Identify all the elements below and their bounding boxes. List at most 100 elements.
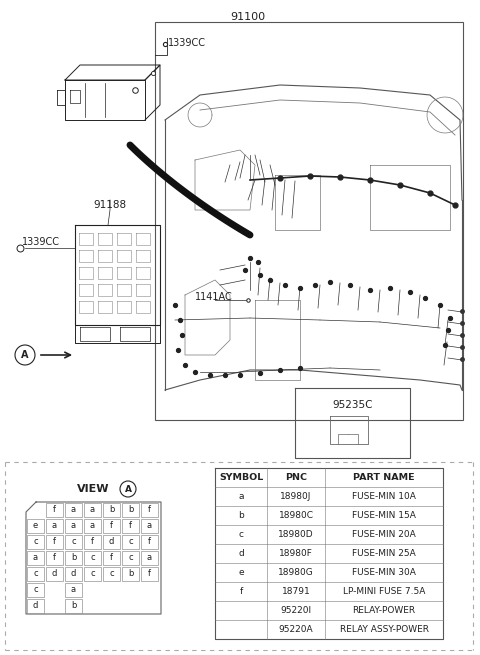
Text: c: c [239,530,243,539]
Bar [122,567,139,581]
Text: A: A [124,485,132,493]
Text: PART NAME: PART NAME [353,473,415,482]
Text: FUSE-MIN 10A: FUSE-MIN 10A [352,492,416,501]
Text: b: b [238,511,244,520]
Bar [122,535,139,549]
Bar [103,519,120,533]
Bar [46,535,63,549]
Text: d: d [52,569,57,578]
Bar [103,535,120,549]
Text: f: f [110,553,113,563]
Text: 91188: 91188 [94,200,127,210]
Bar [46,519,63,533]
Bar [46,503,63,517]
Text: FUSE-MIN 30A: FUSE-MIN 30A [352,568,416,577]
Text: a: a [71,586,76,595]
Bar [27,535,44,549]
Text: a: a [33,553,38,563]
Text: c: c [71,538,76,546]
Text: c: c [33,538,38,546]
Text: f: f [148,538,151,546]
Circle shape [15,345,35,365]
Text: FUSE-MIN 25A: FUSE-MIN 25A [352,549,416,558]
Bar [65,503,82,517]
Text: c: c [33,586,38,595]
Text: f: f [148,506,151,514]
Text: 18791: 18791 [282,587,311,596]
Bar [103,551,120,565]
Text: a: a [147,553,152,563]
Text: c: c [109,569,114,578]
Bar [122,503,139,517]
Text: a: a [238,492,244,501]
Text: d: d [238,549,244,558]
Text: a: a [90,506,95,514]
Text: c: c [128,553,133,563]
Text: VIEW: VIEW [77,484,109,494]
Bar [65,519,82,533]
Text: e: e [238,568,244,577]
Text: RELAY-POWER: RELAY-POWER [352,606,416,615]
Text: LP-MINI FUSE 7.5A: LP-MINI FUSE 7.5A [343,587,425,596]
Text: f: f [91,538,94,546]
Text: f: f [53,506,56,514]
Text: a: a [71,521,76,531]
Text: 18980G: 18980G [278,568,314,577]
Text: 91100: 91100 [230,12,265,22]
Circle shape [120,481,136,497]
Text: d: d [71,569,76,578]
Text: f: f [53,538,56,546]
Text: PNC: PNC [285,473,307,482]
Bar [65,535,82,549]
Bar [84,503,101,517]
Text: c: c [90,569,95,578]
Bar [84,551,101,565]
Bar [141,535,158,549]
Text: 18980F: 18980F [279,549,313,558]
Text: c: c [90,553,95,563]
Bar [155,22,463,420]
Bar [84,535,101,549]
Bar [141,503,158,517]
Text: FUSE-MIN 20A: FUSE-MIN 20A [352,530,416,539]
Text: 1141AC: 1141AC [195,292,233,302]
Text: d: d [109,538,114,546]
Text: c: c [128,538,133,546]
Text: 18980J: 18980J [280,492,312,501]
Bar [46,567,63,581]
Bar [103,503,120,517]
Text: b: b [128,569,133,578]
Text: b: b [109,506,114,514]
Bar [141,567,158,581]
Text: b: b [71,553,76,563]
Bar [46,551,63,565]
Text: FUSE-MIN 15A: FUSE-MIN 15A [352,511,416,520]
Bar [103,567,120,581]
Bar [27,567,44,581]
Text: d: d [33,601,38,610]
Text: f: f [53,553,56,563]
Bar [65,551,82,565]
Text: a: a [90,521,95,531]
Text: b: b [71,601,76,610]
Text: f: f [148,569,151,578]
Text: a: a [71,506,76,514]
Text: 18980C: 18980C [278,511,313,520]
Bar [141,551,158,565]
Bar [27,583,44,597]
Text: a: a [147,521,152,531]
Text: e: e [33,521,38,531]
Text: f: f [240,587,242,596]
Text: 95220I: 95220I [280,606,312,615]
Text: b: b [128,506,133,514]
Text: SYMBOL: SYMBOL [219,473,263,482]
Bar [84,567,101,581]
Text: RELAY ASSY-POWER: RELAY ASSY-POWER [339,625,429,634]
Text: a: a [52,521,57,531]
Bar [141,519,158,533]
Text: 95220A: 95220A [279,625,313,634]
Bar [122,519,139,533]
Text: 1339CC: 1339CC [168,38,206,48]
Bar [84,519,101,533]
Bar [27,519,44,533]
